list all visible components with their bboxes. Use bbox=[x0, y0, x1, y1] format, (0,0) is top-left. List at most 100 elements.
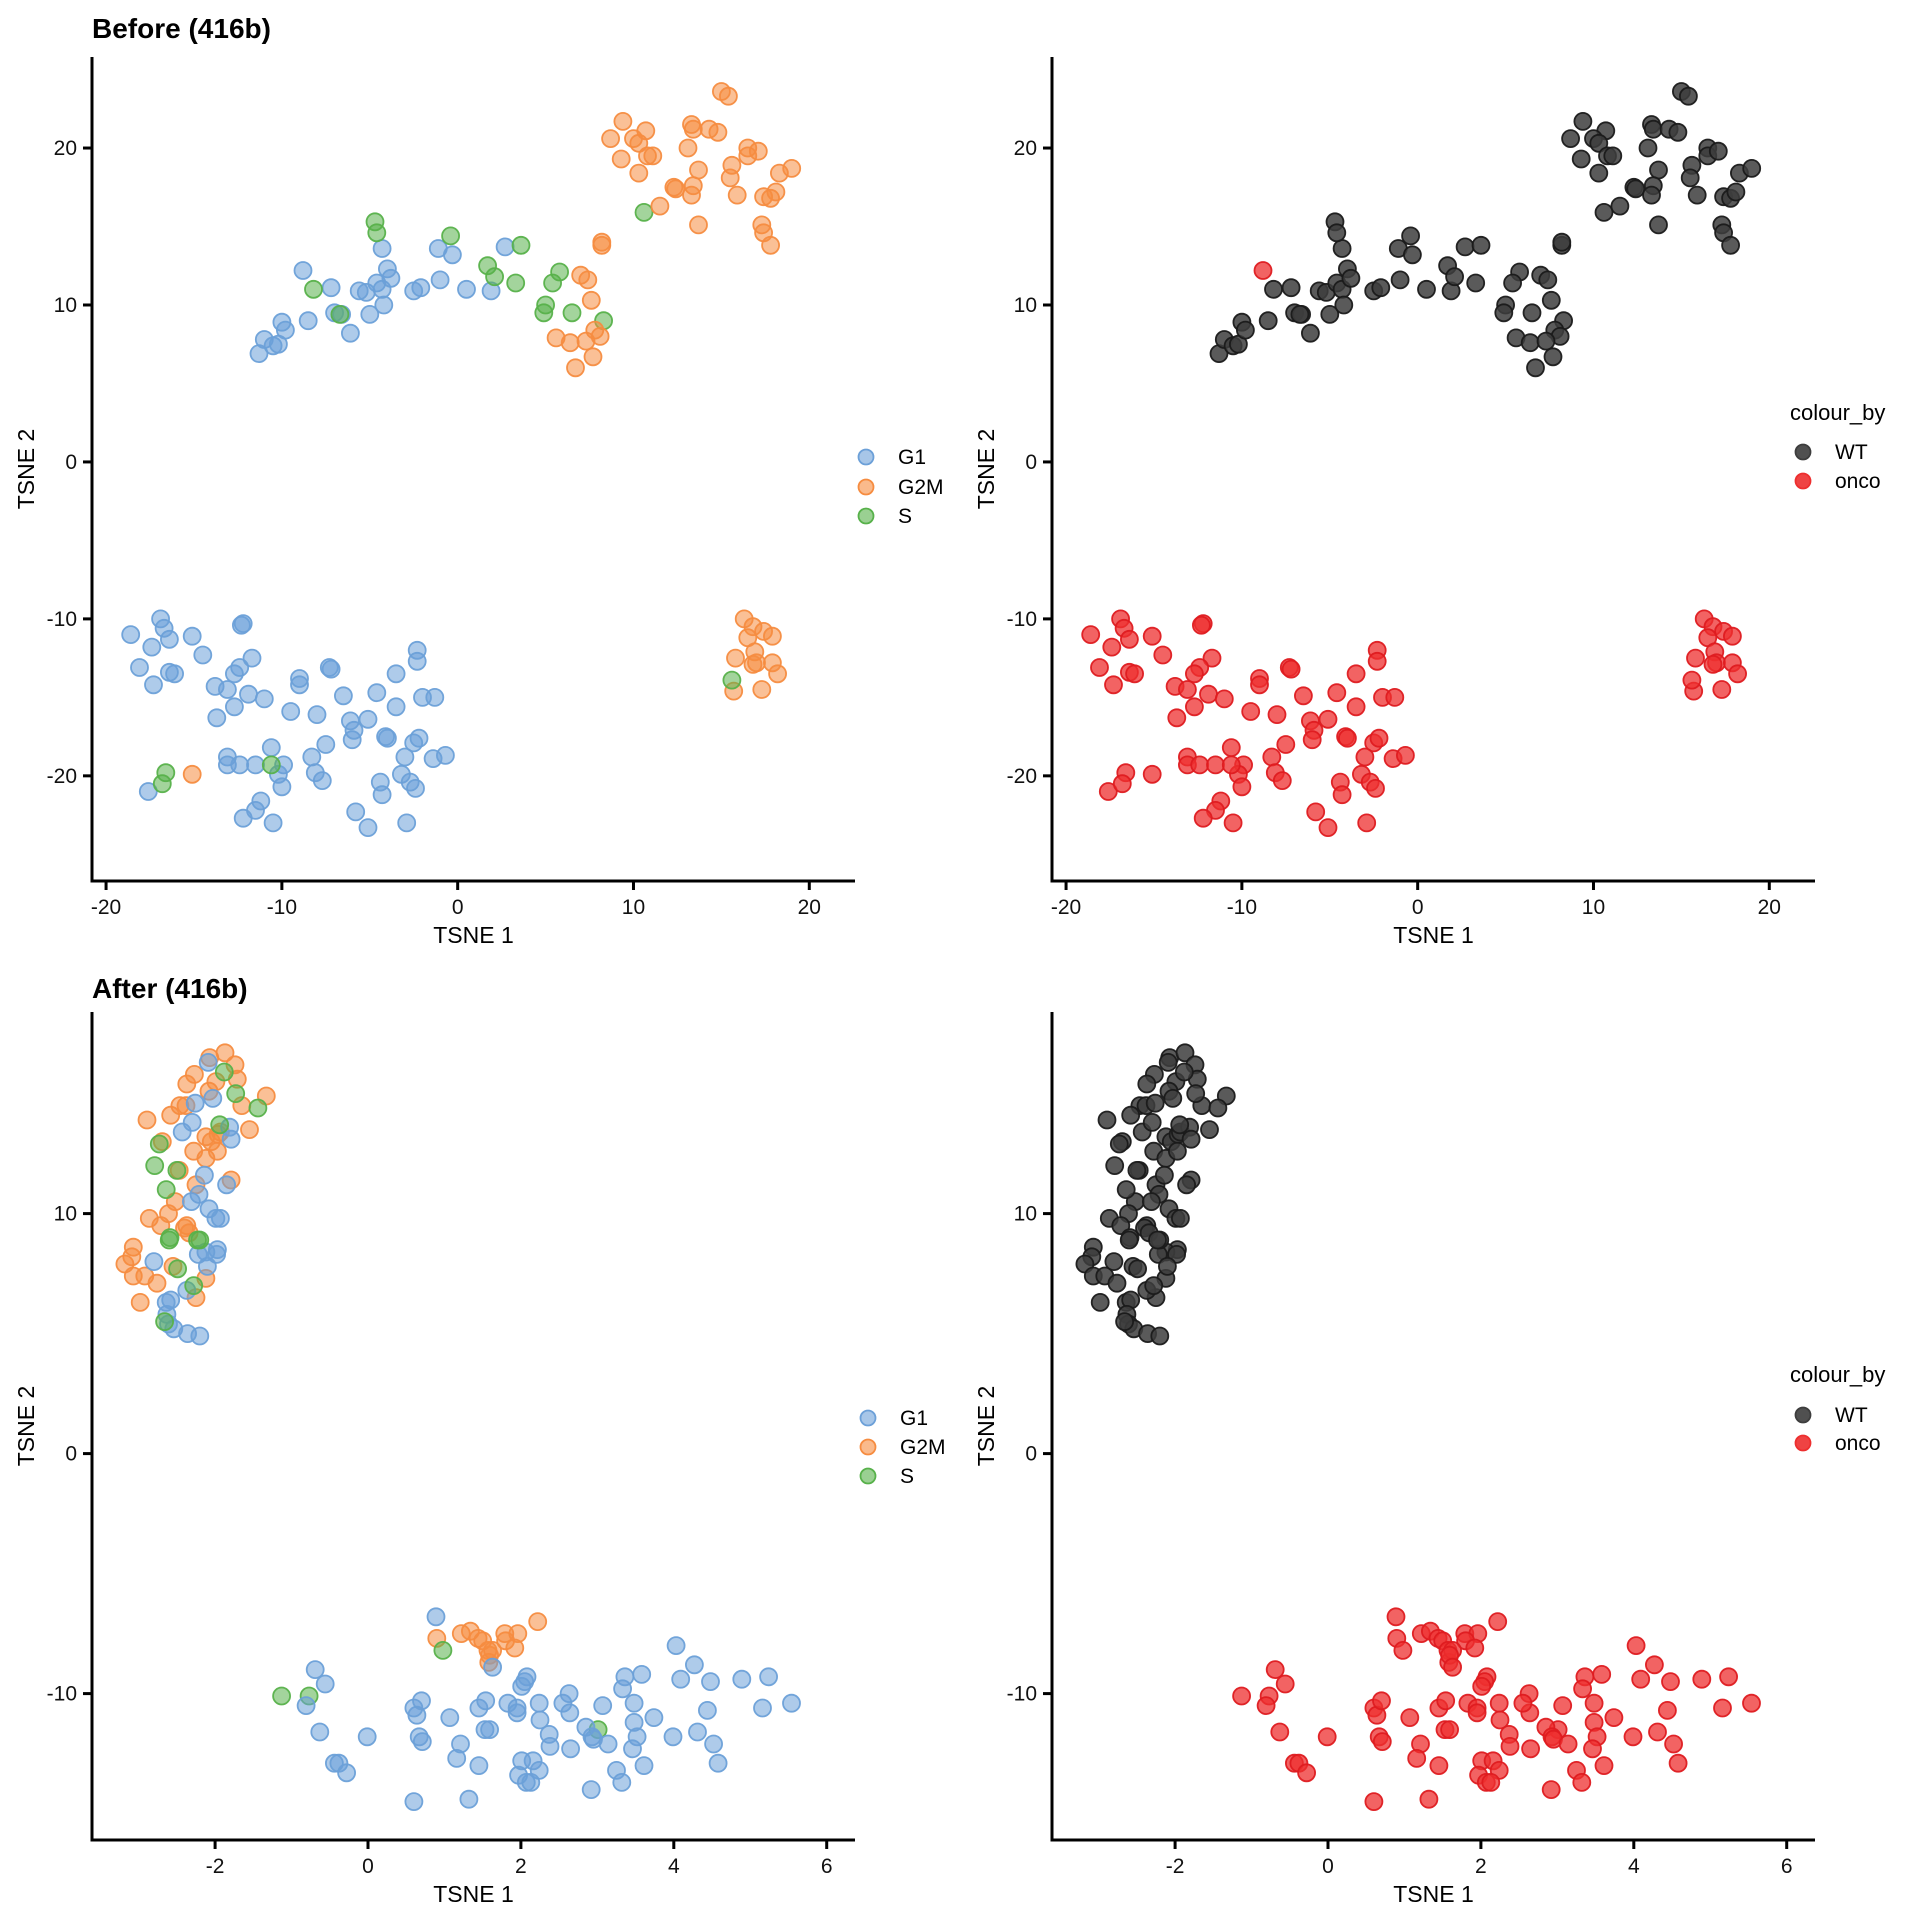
x-tick-label: 10 bbox=[622, 896, 645, 919]
data-point bbox=[1440, 1720, 1459, 1739]
data-point bbox=[689, 160, 708, 180]
data-point bbox=[1256, 1696, 1276, 1715]
data-point bbox=[613, 112, 633, 131]
data-point bbox=[407, 651, 427, 671]
data-point bbox=[1541, 1780, 1561, 1799]
data-point bbox=[1419, 1789, 1439, 1809]
data-point bbox=[1536, 331, 1556, 351]
data-point bbox=[1390, 270, 1410, 290]
x-tick-label: -2 bbox=[206, 1855, 225, 1878]
data-point bbox=[447, 1749, 467, 1768]
data-point bbox=[459, 1789, 479, 1809]
data-point bbox=[766, 182, 786, 202]
data-point bbox=[1158, 1257, 1177, 1276]
data-point bbox=[1642, 185, 1661, 205]
legend-title: colour_by bbox=[1790, 400, 1885, 425]
data-point bbox=[1178, 680, 1197, 699]
data-point bbox=[1208, 1098, 1228, 1118]
data-point bbox=[671, 1669, 691, 1689]
data-point bbox=[511, 235, 531, 255]
data-point bbox=[372, 239, 392, 258]
data-point bbox=[272, 1686, 292, 1706]
data-point bbox=[1090, 1293, 1110, 1312]
data-point bbox=[1649, 215, 1668, 235]
data-point bbox=[1272, 771, 1292, 790]
data-point bbox=[182, 626, 202, 646]
data-point bbox=[1553, 1696, 1573, 1715]
x-tick-label: 4 bbox=[668, 1855, 680, 1878]
data-point bbox=[377, 728, 397, 748]
data-point bbox=[381, 268, 401, 288]
x-tick-label: 0 bbox=[1322, 1855, 1334, 1878]
panel-after-genotype: -2 0 2 4 6 10 0 -10 TSNE 1 TSNE 2 colour_by WT onco bbox=[973, 1012, 1885, 1907]
data-point bbox=[678, 138, 698, 158]
data-point bbox=[182, 764, 202, 784]
legend-dot-G1 bbox=[859, 1409, 877, 1427]
data-point bbox=[1170, 1115, 1190, 1135]
data-point bbox=[507, 1703, 527, 1723]
data-point bbox=[1098, 782, 1118, 801]
data-point bbox=[358, 709, 378, 729]
data-point bbox=[1327, 223, 1347, 243]
data-point bbox=[1386, 1607, 1406, 1627]
data-point bbox=[1664, 1734, 1683, 1754]
legend-dot-WT bbox=[1794, 443, 1812, 461]
y-tick-label: 10 bbox=[1014, 294, 1037, 317]
data-point bbox=[666, 1636, 686, 1655]
data-point bbox=[1719, 1667, 1738, 1687]
data-point bbox=[685, 1655, 704, 1675]
data-point bbox=[1490, 1710, 1510, 1730]
data-point bbox=[643, 146, 663, 166]
x-axis-title: TSNE 1 bbox=[1393, 922, 1474, 948]
data-point bbox=[562, 303, 582, 323]
data-point bbox=[576, 331, 596, 351]
data-point bbox=[1603, 146, 1623, 166]
data-point bbox=[310, 1722, 330, 1742]
y-tick-label: -20 bbox=[47, 765, 77, 788]
y-tick-label: 10 bbox=[1014, 1203, 1037, 1226]
data-point bbox=[1119, 1230, 1139, 1250]
data-point bbox=[1150, 1326, 1170, 1346]
panel-before-phase: -20 -10 0 10 20 20 10 0 -10 -20 TSNE 1 TSNE 2 Before… bbox=[13, 13, 944, 948]
data-point bbox=[298, 311, 318, 331]
data-point bbox=[217, 1175, 237, 1195]
data-point bbox=[1692, 1669, 1712, 1689]
data-point bbox=[1712, 680, 1732, 699]
data-point bbox=[1682, 670, 1702, 690]
data-point bbox=[1721, 235, 1740, 255]
data-point bbox=[726, 648, 745, 668]
data-point bbox=[512, 1677, 532, 1696]
data-point bbox=[149, 1134, 169, 1154]
data-point bbox=[1193, 808, 1213, 828]
data-point bbox=[1276, 735, 1296, 754]
data-point bbox=[316, 735, 336, 754]
data-point bbox=[215, 1043, 235, 1063]
x-tick-label: -20 bbox=[1051, 896, 1081, 919]
data-point bbox=[1185, 664, 1204, 684]
data-point bbox=[233, 808, 253, 828]
data-point bbox=[743, 655, 763, 674]
legend-dot-onco bbox=[1794, 472, 1812, 490]
data-point bbox=[152, 774, 172, 794]
data-point bbox=[682, 185, 701, 205]
data-point bbox=[592, 232, 612, 252]
data-point bbox=[1443, 1657, 1462, 1677]
data-point bbox=[239, 684, 258, 704]
data-point bbox=[666, 179, 686, 199]
data-point bbox=[1445, 267, 1464, 287]
data-point bbox=[720, 168, 740, 188]
data-point bbox=[581, 1780, 601, 1799]
data-point bbox=[1332, 239, 1352, 258]
data-point bbox=[1503, 273, 1522, 293]
y-tick-label: 0 bbox=[1025, 1443, 1037, 1466]
panel-before-genotype: -20 -10 0 10 20 20 10 0 -10 -20 TSNE 1 TSNE 2 colour… bbox=[973, 57, 1885, 948]
x-tick-label: 20 bbox=[798, 896, 821, 919]
legend-label-onco: onco bbox=[1835, 470, 1881, 493]
data-point bbox=[698, 1701, 717, 1720]
data-point bbox=[1589, 133, 1609, 153]
data-point bbox=[632, 1665, 652, 1684]
data-point bbox=[644, 1708, 664, 1727]
data-point bbox=[194, 1165, 214, 1185]
x-tick-label: 0 bbox=[452, 896, 464, 919]
